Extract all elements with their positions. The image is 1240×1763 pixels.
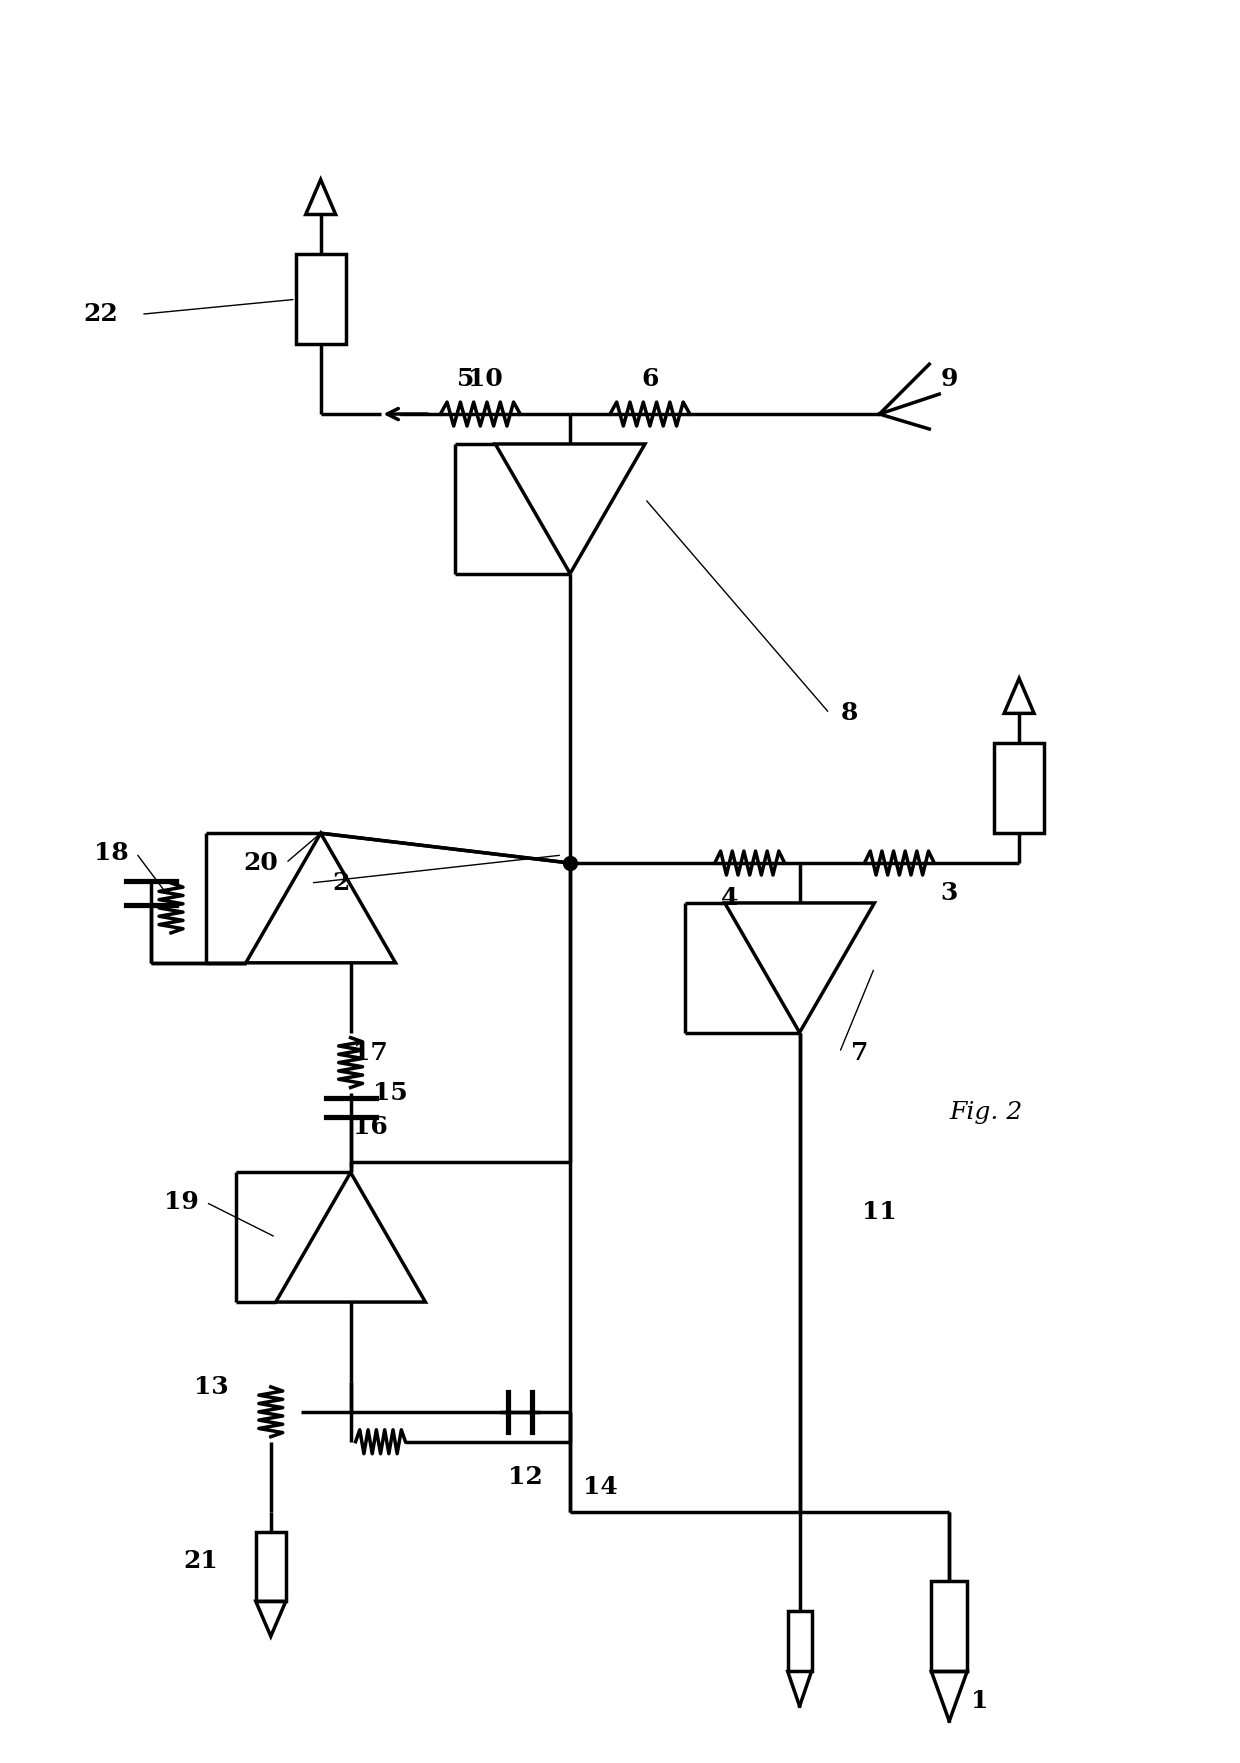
Bar [931,1581,967,1671]
Bar [787,1611,811,1671]
Text: 7: 7 [851,1040,868,1065]
Text: 10: 10 [467,367,502,391]
Text: Fig. 2: Fig. 2 [950,1100,1023,1125]
Text: 13: 13 [193,1375,228,1398]
Bar [295,254,346,344]
Text: 21: 21 [184,1550,218,1573]
Text: 6: 6 [641,367,658,391]
Text: 8: 8 [841,702,858,725]
Text: 3: 3 [941,882,959,904]
Text: 1: 1 [971,1689,988,1714]
Text: 11: 11 [862,1201,897,1224]
Bar [255,1532,285,1601]
Text: 9: 9 [940,367,959,391]
Text: 12: 12 [508,1465,543,1488]
Text: 15: 15 [373,1081,408,1105]
Text: 18: 18 [94,841,129,866]
Text: 14: 14 [583,1474,618,1499]
Text: 4: 4 [722,887,739,910]
Text: 19: 19 [164,1190,198,1215]
Text: 20: 20 [243,852,278,874]
Text: 5: 5 [456,367,474,391]
Bar [994,744,1044,834]
Text: 22: 22 [84,301,119,326]
Text: 16: 16 [353,1116,388,1139]
Text: 17: 17 [353,1040,388,1065]
Text: 2: 2 [332,871,350,896]
